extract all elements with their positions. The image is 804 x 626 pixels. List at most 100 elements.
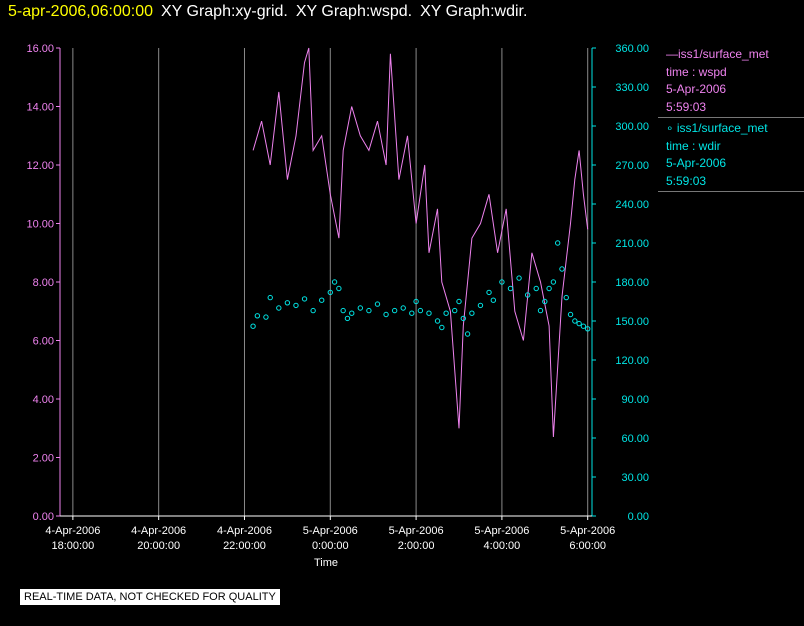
point-wdir	[546, 285, 552, 292]
point-wdir	[250, 323, 256, 329]
legend-separator	[658, 117, 804, 118]
point-wdir	[374, 301, 381, 307]
x-axis-label: Time	[314, 557, 338, 569]
legend: —iss1/surface_met time : wspd 5-Apr-2006…	[658, 46, 804, 194]
legend-date: 5-Apr-2006	[666, 82, 727, 96]
x-tick-label-date: 5-Apr-2006	[560, 525, 615, 537]
point-wdir	[413, 298, 419, 305]
x-tick-label-date: 5-Apr-2006	[389, 525, 444, 537]
legend-circle-marker: ∘	[666, 121, 677, 135]
y-right-tick-label: 90.00	[621, 394, 649, 406]
legend-field: time : wspd	[666, 64, 727, 79]
legend-entry-wdir: ∘ iss1/surface_met time : wdir 5-Apr-200…	[662, 120, 804, 190]
point-wdir	[559, 266, 565, 272]
point-wdir	[331, 279, 338, 285]
point-wdir	[499, 279, 505, 285]
y-right-tick-label: 30.00	[621, 472, 649, 484]
legend-label: iss1/surface_met	[678, 47, 769, 61]
legend-field: time : wdir	[666, 138, 721, 153]
point-wdir	[391, 307, 398, 314]
point-wdir	[349, 310, 355, 316]
point-wdir	[293, 302, 299, 309]
y-left-tick-label: 4.00	[33, 394, 54, 406]
y-left-tick-label: 12.00	[26, 160, 54, 172]
y-right-tick-label: 120.00	[615, 355, 649, 367]
series-line-wspd	[252, 47, 589, 438]
x-tick-label-date: 4-Apr-2006	[45, 525, 100, 537]
point-wdir	[585, 326, 591, 332]
point-wdir	[456, 298, 462, 305]
point-wdir	[580, 323, 587, 329]
point-wdir	[524, 292, 531, 298]
y-right-tick-label: 240.00	[615, 199, 649, 211]
point-wdir	[567, 311, 574, 318]
legend-time: 5:59:03	[666, 173, 707, 188]
point-wdir	[434, 318, 441, 324]
point-wdir	[507, 285, 514, 292]
y-left-tick-label: 2.00	[33, 453, 54, 465]
x-tick-label-date: 4-Apr-2006	[131, 525, 186, 537]
point-wdir	[486, 289, 492, 296]
point-wdir	[276, 305, 282, 311]
point-wdir	[263, 314, 269, 320]
point-wdir	[452, 307, 458, 314]
x-tick-label-time: 4:00:00	[484, 540, 521, 552]
legend-time: 5:59:03	[666, 99, 707, 114]
point-wdir	[572, 318, 578, 324]
point-wdir	[284, 300, 291, 306]
legend-date: 5-Apr-2006	[666, 156, 727, 170]
y-right-tick-label: 150.00	[615, 316, 649, 328]
point-wdir	[554, 240, 561, 246]
quality-banner: REAL-TIME DATA, NOT CHECKED FOR QUALITY	[20, 589, 280, 605]
y-left-tick-label: 8.00	[33, 277, 54, 289]
y-left-tick-label: 16.00	[26, 43, 54, 55]
y-right-tick-label: 0.00	[628, 511, 649, 523]
y-left-tick-label: 14.00	[26, 102, 54, 114]
point-wdir	[400, 305, 406, 311]
x-tick-label-time: 20:00:00	[137, 540, 180, 552]
graph-name-wdir: XY Graph:wdir.	[420, 3, 528, 20]
y-right-tick-label: 360.00	[615, 43, 649, 55]
y-right-tick-label: 210.00	[615, 238, 649, 250]
y-left-tick-label: 6.00	[33, 336, 54, 348]
point-wdir	[460, 315, 466, 322]
y-left-tick-label: 10.00	[26, 219, 54, 231]
point-wdir	[319, 297, 325, 303]
legend-entry-wspd: —iss1/surface_met time : wspd 5-Apr-2006…	[662, 46, 804, 116]
point-wdir	[443, 310, 449, 316]
x-tick-label-date: 5-Apr-2006	[303, 525, 358, 537]
point-wdir	[357, 305, 364, 311]
point-wdir	[267, 294, 273, 301]
point-wdir	[542, 298, 548, 305]
graph-name-wspd: XY Graph:wspd.	[295, 3, 413, 20]
point-wdir	[340, 307, 346, 314]
y-right-tick-label: 300.00	[615, 121, 649, 133]
point-wdir	[301, 296, 308, 302]
point-wdir	[310, 307, 316, 314]
legend-label: iss1/surface_met	[676, 121, 768, 135]
point-wdir	[417, 307, 424, 314]
graph-name-xy-grid: XY Graph:xy-grid.	[161, 3, 288, 20]
point-wdir	[439, 324, 445, 331]
x-tick-label-date: 5-Apr-2006	[474, 525, 529, 537]
x-tick-label-time: 2:00:00	[398, 540, 435, 552]
point-wdir	[383, 311, 389, 318]
point-wdir	[336, 285, 342, 292]
x-tick-label-date: 4-Apr-2006	[217, 525, 272, 537]
point-wdir	[533, 285, 539, 292]
timestamp: 5-apr-2006,06:00:00	[8, 3, 153, 20]
legend-line-marker: —	[666, 47, 678, 61]
point-wdir	[327, 289, 333, 296]
point-wdir	[516, 275, 522, 281]
y-right-tick-label: 330.00	[615, 82, 649, 94]
legend-separator	[658, 191, 804, 192]
point-wdir	[366, 307, 372, 314]
point-wdir	[254, 313, 261, 319]
y-right-tick-label: 270.00	[615, 160, 649, 172]
point-wdir	[344, 315, 351, 322]
point-wdir	[490, 297, 497, 303]
y-left-tick-label: 0.00	[33, 511, 54, 523]
x-tick-label-time: 0:00:00	[312, 540, 349, 552]
x-tick-label-time: 22:00:00	[223, 540, 266, 552]
